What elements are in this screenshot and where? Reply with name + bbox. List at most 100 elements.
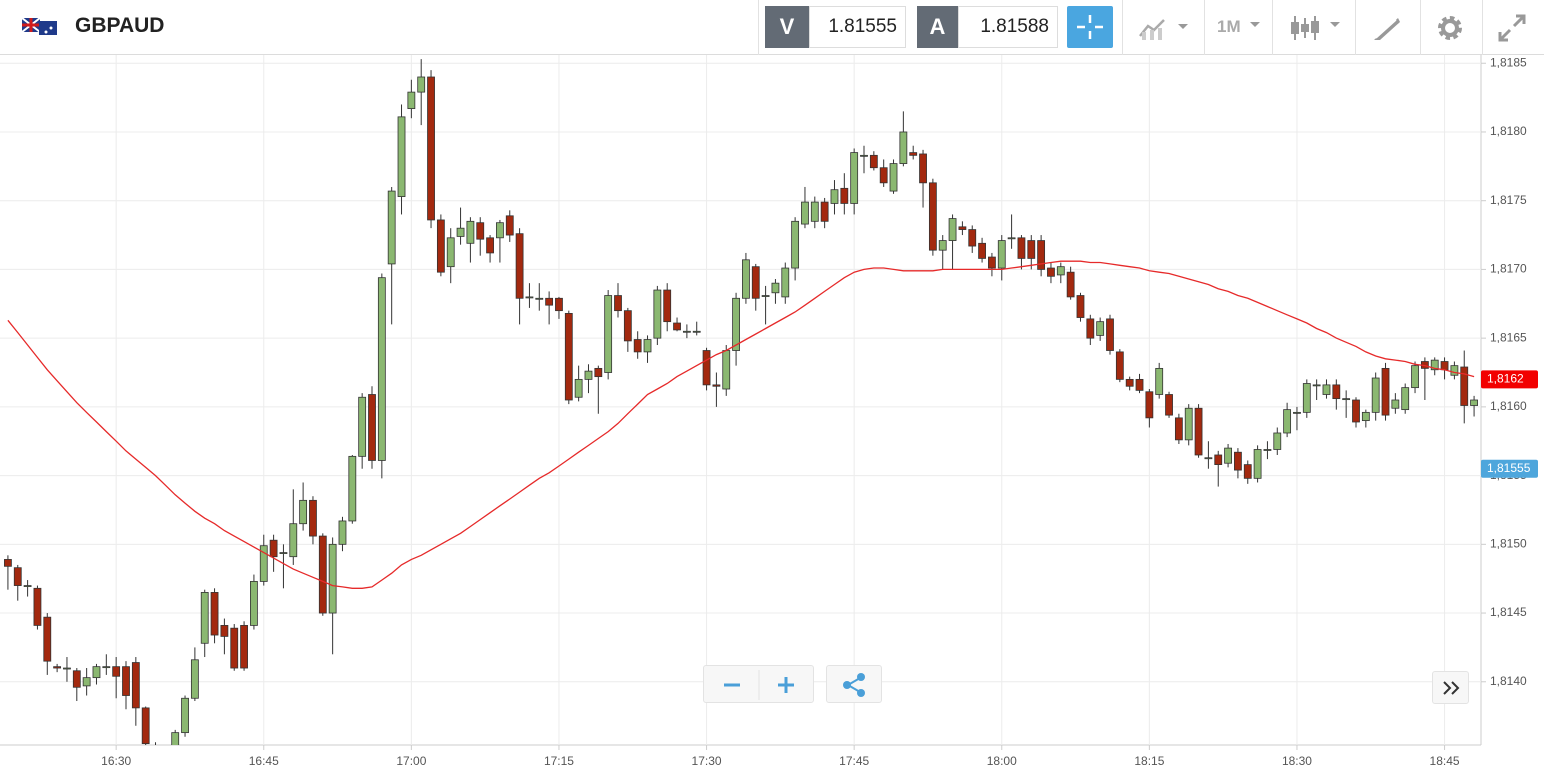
share-button[interactable] (826, 665, 882, 703)
fullscreen-button[interactable] (1496, 12, 1528, 44)
candle-body (801, 201, 809, 225)
x-tick-label: 16:30 (101, 754, 131, 768)
candle-body (1106, 318, 1114, 351)
candle-body (102, 666, 111, 669)
candle-body (968, 229, 977, 247)
candle-body (220, 625, 229, 637)
candle-body (1352, 399, 1360, 423)
candle-body (751, 266, 760, 299)
candle-body (978, 242, 986, 259)
candle-body (240, 625, 248, 669)
candle-body (72, 670, 81, 688)
candle-body (63, 667, 71, 670)
candle-body (92, 666, 101, 679)
candle-body (1312, 384, 1321, 387)
candle-body (1411, 365, 1419, 389)
candle-body (407, 91, 416, 110)
candle-body (397, 116, 406, 197)
candle-body (1174, 417, 1183, 441)
candle-body (289, 523, 298, 558)
y-tick-label: 1,8175 (1490, 193, 1527, 207)
candle-body (948, 218, 957, 241)
flag-icon (22, 18, 57, 35)
candle-body (889, 163, 898, 192)
candle-body (181, 697, 189, 734)
x-tick-label: 17:00 (396, 754, 426, 768)
candle-body (545, 297, 554, 306)
toolbar: GBPAUD V 1.81555 A 1.81588 1M (0, 0, 1544, 55)
candle-body (250, 581, 258, 626)
candle-body (1224, 447, 1232, 464)
candle-body (623, 310, 632, 342)
candle-body (162, 757, 169, 764)
candle-body (1342, 398, 1351, 401)
candle-body (1263, 449, 1272, 451)
x-tick-label: 17:15 (544, 754, 574, 768)
candle-body (141, 707, 150, 745)
candle-body (604, 295, 613, 373)
price-tag (1481, 370, 1538, 389)
y-tick-label: 1,8185 (1490, 55, 1527, 69)
x-tick-label: 17:30 (692, 754, 722, 768)
candle-body (682, 330, 691, 333)
candle-body (525, 296, 534, 299)
candle-body (810, 201, 819, 222)
settings-button[interactable] (1434, 12, 1466, 44)
timeframe-caret (1250, 22, 1260, 27)
candle-body (279, 552, 288, 554)
draw-tool[interactable] (1370, 12, 1404, 44)
indicator-menu[interactable] (1138, 14, 1194, 42)
candle-body (446, 237, 455, 268)
candle-body (535, 297, 544, 300)
candle-body (1371, 377, 1380, 413)
candle-body (200, 592, 209, 644)
y-tick-label: 1,8150 (1490, 536, 1527, 550)
crosshair-button[interactable] (1067, 6, 1113, 48)
candle-body (732, 297, 740, 351)
price-tag-label: 1,8162 (1487, 372, 1524, 386)
y-tick-label: 1,8160 (1490, 399, 1527, 413)
candle-body (722, 350, 731, 390)
candle-body (614, 295, 622, 312)
candle-body (1047, 267, 1055, 277)
candle-body (23, 585, 32, 587)
candle-body (122, 666, 130, 696)
candle-body (1430, 359, 1439, 371)
candle-body (1322, 384, 1331, 395)
candle-body (594, 367, 603, 378)
candle-body (486, 237, 494, 254)
chart-type-menu[interactable] (1288, 12, 1348, 44)
candle-body (1115, 351, 1124, 380)
axes: 1,81401,81451,81501,81551,81601,81651,81… (101, 55, 1538, 768)
candle-body (692, 330, 701, 333)
candle-body (259, 545, 268, 582)
timeframe-menu[interactable]: 1M (1217, 17, 1241, 36)
candle-body (988, 256, 996, 269)
candle-body (476, 222, 485, 240)
candle-body (43, 616, 52, 662)
candle-body (1253, 449, 1262, 479)
candle-body (1194, 407, 1203, 456)
x-tick-label: 18:15 (1134, 754, 1164, 768)
candle-body (1332, 384, 1341, 400)
plot-area (4, 59, 1478, 764)
scroll-right-button[interactable] (1432, 671, 1469, 704)
y-tick-label: 1,8145 (1490, 605, 1527, 619)
y-tick-label: 1,8170 (1490, 262, 1527, 276)
candle-body (919, 153, 927, 184)
bid-price: 1.81555 (809, 6, 906, 48)
candle-body (928, 182, 937, 251)
candle-body (1056, 266, 1065, 276)
candle-body (171, 732, 180, 745)
candle-body (702, 350, 711, 386)
candle-body (653, 289, 662, 339)
candle-body (1125, 378, 1134, 387)
zoom-in-button[interactable] (778, 677, 794, 693)
candle-body (938, 240, 947, 251)
candle-body (673, 322, 681, 331)
candle-body (1037, 240, 1046, 270)
candle-body (358, 396, 367, 457)
candle-body (1135, 378, 1144, 391)
candle-body (997, 240, 1006, 269)
candle-body (850, 152, 859, 204)
